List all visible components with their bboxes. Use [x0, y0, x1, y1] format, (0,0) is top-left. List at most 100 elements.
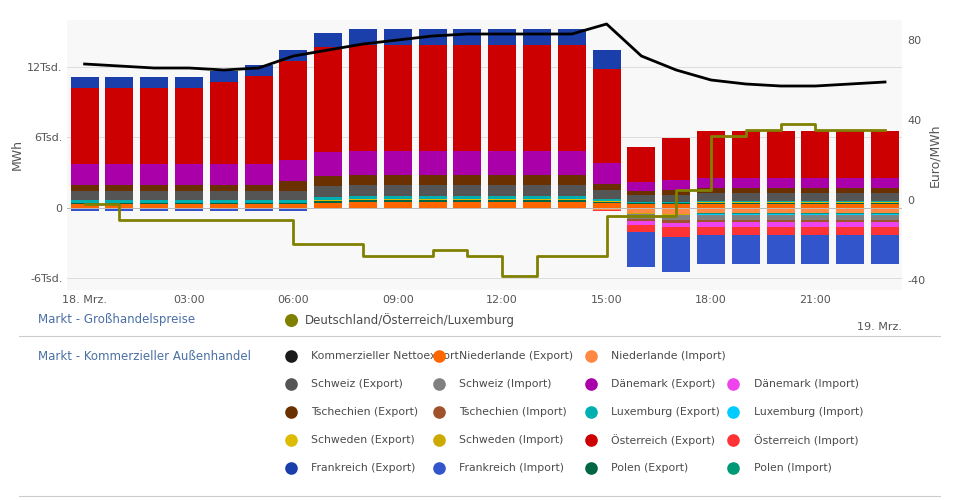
- Bar: [558, 185, 586, 196]
- Bar: [592, 68, 620, 162]
- Bar: [732, 222, 759, 226]
- Bar: [106, 203, 133, 204]
- Bar: [314, 203, 342, 208]
- Bar: [732, 214, 759, 215]
- Bar: [71, 203, 99, 204]
- Bar: [175, 202, 203, 203]
- Bar: [106, 164, 133, 185]
- Bar: [419, 151, 446, 174]
- Bar: [592, 203, 620, 208]
- Bar: [697, 193, 725, 202]
- Bar: [210, 200, 238, 202]
- Text: Markt - Großhandelspreise: Markt - Großhandelspreise: [37, 314, 195, 326]
- Bar: [871, 204, 899, 208]
- Bar: [453, 196, 481, 200]
- Bar: [314, 152, 342, 176]
- Point: [283, 316, 299, 324]
- Bar: [697, 213, 725, 214]
- Text: Dänemark (Export): Dänemark (Export): [611, 379, 715, 389]
- Bar: [662, 204, 690, 208]
- Bar: [523, 174, 551, 185]
- Bar: [523, 202, 551, 208]
- Bar: [523, 196, 551, 200]
- Bar: [314, 176, 342, 186]
- Bar: [697, 215, 725, 220]
- Bar: [628, 225, 656, 232]
- Bar: [836, 188, 864, 193]
- Bar: [802, 226, 829, 235]
- Bar: [767, 215, 795, 220]
- Bar: [419, 29, 446, 46]
- Point: [431, 352, 446, 360]
- Bar: [802, 214, 829, 215]
- Bar: [836, 235, 864, 264]
- Bar: [71, 209, 99, 212]
- Bar: [767, 188, 795, 193]
- Bar: [836, 213, 864, 214]
- Bar: [732, 188, 759, 193]
- Bar: [767, 222, 795, 226]
- Text: Schweden (Import): Schweden (Import): [459, 435, 564, 445]
- Text: Schweden (Export): Schweden (Export): [311, 435, 415, 445]
- Bar: [71, 202, 99, 203]
- Bar: [175, 209, 203, 212]
- Bar: [628, 202, 656, 203]
- Bar: [802, 131, 829, 178]
- Bar: [489, 174, 516, 185]
- Bar: [871, 213, 899, 214]
- Bar: [489, 196, 516, 200]
- Text: Luxemburg (Import): Luxemburg (Import): [754, 407, 863, 417]
- Point: [726, 408, 741, 416]
- Bar: [836, 226, 864, 235]
- Bar: [384, 29, 412, 46]
- Bar: [732, 178, 759, 188]
- Bar: [697, 178, 725, 188]
- Bar: [314, 186, 342, 197]
- Bar: [662, 220, 690, 222]
- Bar: [279, 208, 307, 209]
- Bar: [628, 146, 656, 182]
- Bar: [732, 131, 759, 178]
- Text: Frankreich (Export): Frankreich (Export): [311, 463, 416, 473]
- Bar: [871, 131, 899, 178]
- Bar: [245, 203, 273, 204]
- Bar: [71, 204, 99, 208]
- Bar: [279, 50, 307, 60]
- Bar: [140, 202, 168, 203]
- Point: [283, 464, 299, 472]
- Bar: [871, 214, 899, 215]
- Bar: [802, 220, 829, 222]
- Bar: [245, 164, 273, 185]
- Bar: [279, 160, 307, 182]
- Bar: [314, 197, 342, 200]
- Bar: [210, 209, 238, 212]
- Bar: [140, 208, 168, 209]
- Bar: [71, 200, 99, 202]
- Bar: [628, 192, 656, 195]
- Bar: [697, 220, 725, 222]
- Bar: [71, 77, 99, 88]
- Bar: [558, 200, 586, 202]
- Point: [283, 352, 299, 360]
- Bar: [697, 235, 725, 264]
- Point: [431, 464, 446, 472]
- Bar: [245, 200, 273, 202]
- Bar: [836, 214, 864, 215]
- Text: Markt - Kommerzieller Außenhandel: Markt - Kommerzieller Außenhandel: [37, 350, 251, 362]
- Bar: [697, 226, 725, 235]
- Bar: [767, 220, 795, 222]
- Bar: [732, 204, 759, 208]
- Bar: [71, 208, 99, 209]
- Bar: [106, 88, 133, 164]
- Bar: [836, 208, 864, 213]
- Bar: [697, 131, 725, 178]
- Bar: [592, 162, 620, 184]
- Bar: [871, 222, 899, 226]
- Bar: [628, 182, 656, 192]
- Bar: [558, 196, 586, 200]
- Bar: [175, 185, 203, 191]
- Bar: [279, 204, 307, 208]
- Bar: [140, 204, 168, 208]
- Bar: [140, 88, 168, 164]
- Text: Österreich (Export): Österreich (Export): [611, 434, 715, 446]
